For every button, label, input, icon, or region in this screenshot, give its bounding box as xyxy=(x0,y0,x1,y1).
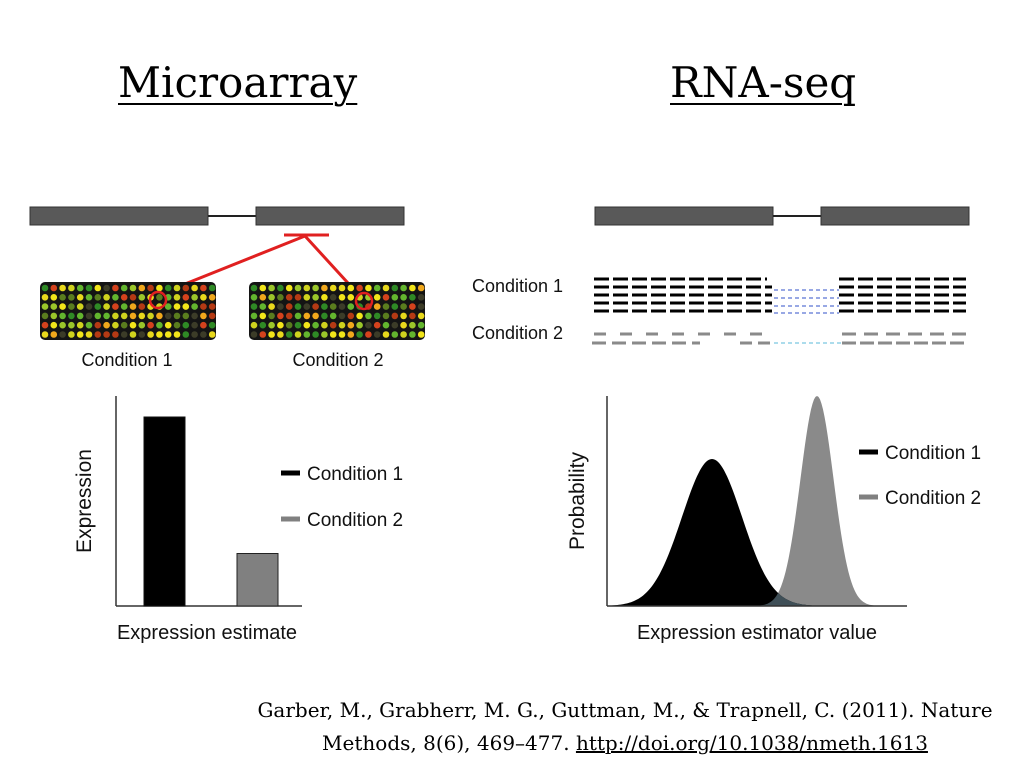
density-condition-1 xyxy=(607,459,907,606)
legend-label-condition-2: Condition 2 xyxy=(307,510,403,531)
legend-label-condition-1: Condition 1 xyxy=(885,443,981,464)
citation-doi-link[interactable]: http://doi.org/10.1038/nmeth.1613 xyxy=(575,731,928,755)
exon-2 xyxy=(820,206,970,226)
microarray-chip-2 xyxy=(249,282,425,340)
chip-label-2: Condition 2 xyxy=(292,350,383,370)
read-label-condition-2: Condition 2 xyxy=(472,323,563,343)
microarray-gene-model xyxy=(29,206,405,226)
bar-condition-2 xyxy=(236,553,279,607)
legend-label-condition-2: Condition 2 xyxy=(885,488,981,509)
microarray-heading: Microarray xyxy=(118,58,358,107)
microarray-bar-chart: Expression Expression estimate Condition… xyxy=(73,396,403,644)
density-chart-ylabel: Probability xyxy=(566,451,589,550)
citation: Garber, M., Grabherr, M. G., Guttman, M.… xyxy=(230,694,1020,760)
bar-chart-ylabel: Expression xyxy=(73,449,96,553)
bar-condition-1 xyxy=(143,416,186,607)
exon-2 xyxy=(255,206,405,226)
rnaseq-density-chart: Probability Expression estimator value C… xyxy=(566,396,981,644)
read-label-condition-1: Condition 1 xyxy=(472,276,563,296)
probe-spot-highlight-1 xyxy=(148,290,168,310)
legend-label-condition-1: Condition 1 xyxy=(307,464,403,485)
exon-1 xyxy=(29,206,209,226)
probe-spot-highlight-2 xyxy=(354,291,374,311)
chip-label-1: Condition 1 xyxy=(81,350,172,370)
microarray-chip-1 xyxy=(40,282,216,340)
density-chart-xlabel: Expression estimator value xyxy=(637,622,877,644)
rnaseq-heading: RNA-seq xyxy=(670,58,857,107)
rnaseq-gene-model xyxy=(594,206,970,226)
citation-text: Garber, M., Grabherr, M. G., Guttman, M.… xyxy=(257,698,993,755)
exon-1 xyxy=(594,206,774,226)
density-condition-2 xyxy=(607,396,907,606)
condition-1-reads xyxy=(594,277,966,314)
condition-2-reads xyxy=(592,332,966,345)
bar-chart-xlabel: Expression estimate xyxy=(117,622,297,644)
